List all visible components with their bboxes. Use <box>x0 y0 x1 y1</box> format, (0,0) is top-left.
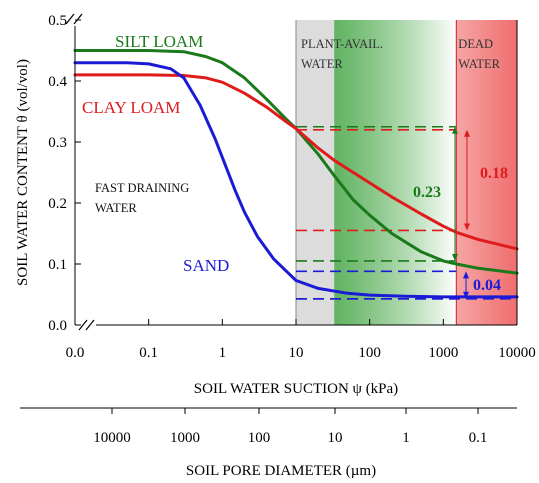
difference-label: 0.18 <box>480 165 508 182</box>
secondary-tick-label: 1000 <box>170 430 200 446</box>
zone-label-dead: DEAD <box>458 37 493 51</box>
x-tick-label: 1000 <box>428 345 458 361</box>
x-tick-label: 0.0 <box>66 345 85 361</box>
secondary-tick-label: 1 <box>402 430 410 446</box>
y-tick-label: 0.1 <box>48 257 67 273</box>
x-axis-title: SOIL WATER SUCTION ψ (kPa) <box>194 381 398 397</box>
y-tick-label: 0.0 <box>48 318 67 334</box>
difference-label: 0.23 <box>413 184 441 201</box>
difference-label: 0.04 <box>473 277 501 294</box>
y-tick-label: 0.5 <box>48 13 67 29</box>
y-axis-title: SOIL WATER CONTENT θ (vol/vol) <box>15 59 31 286</box>
series-label: SILT LOAM <box>115 32 203 51</box>
zone-label-plant: PLANT-AVAIL. <box>301 37 383 51</box>
y-tick-label: 0.3 <box>48 135 67 151</box>
y-tick-label: 0.2 <box>48 196 67 212</box>
zone-label-dead: WATER <box>458 57 500 71</box>
series-label: SAND <box>183 256 229 275</box>
zone-label-plant: WATER <box>301 57 343 71</box>
secondary-tick-label: 10 <box>328 430 343 446</box>
secondary-tick-label: 0.1 <box>469 430 488 446</box>
secondary-tick-label: 100 <box>248 430 271 446</box>
x-tick-label: 1 <box>219 345 227 361</box>
y-tick-label: 0.4 <box>48 74 67 90</box>
series-label: CLAY LOAM <box>82 98 180 117</box>
zone-label-fast: FAST DRAINING <box>95 181 189 195</box>
secondary-tick-label: 10000 <box>93 430 131 446</box>
zone-label-fast: WATER <box>95 201 137 215</box>
x-tick-label: 10000 <box>498 345 536 361</box>
secondary-axis-title: SOIL PORE DIAMETER (µm) <box>186 463 376 479</box>
x-tick-label: 100 <box>358 345 381 361</box>
x-tick-label: 0.1 <box>139 345 158 361</box>
x-tick-label: 10 <box>289 345 304 361</box>
